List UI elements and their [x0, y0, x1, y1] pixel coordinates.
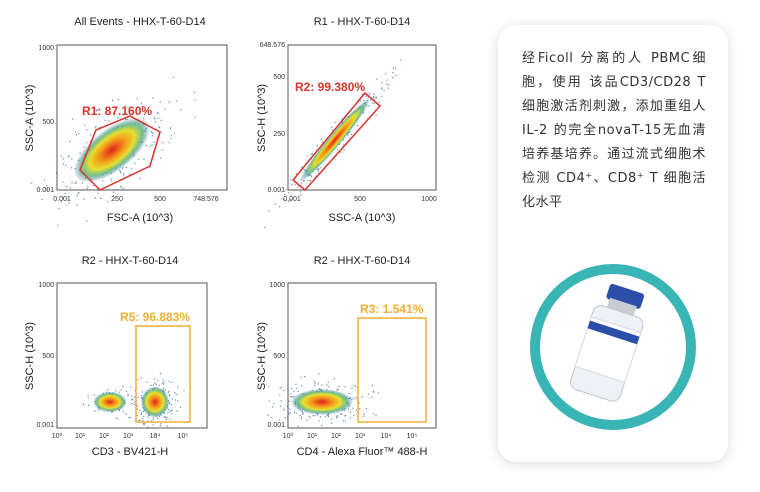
density-core	[93, 391, 127, 413]
vial-cap	[606, 283, 645, 309]
y-axis-label: SSC-H (10^3)	[256, 84, 268, 152]
y-tick-label: 500	[273, 74, 285, 81]
gate	[79, 115, 161, 191]
y-tick-label: 0.001	[267, 187, 285, 194]
x-axis-label: FSC-A (10^3)	[107, 212, 173, 224]
gate-label: R2: 99.380%	[295, 80, 365, 94]
y-tick-label: 250	[273, 131, 285, 138]
y-tick-label: 1000	[38, 45, 54, 52]
plot-title: All Events - HHX-T-60-D14	[74, 16, 205, 28]
x-tick-label: 10⁰	[283, 432, 294, 440]
gate-label: R1: 87.160%	[82, 104, 152, 118]
axes-frame	[56, 282, 208, 429]
y-tick-label: 0.001	[36, 422, 54, 429]
y-tick-label: 1000	[269, 282, 285, 289]
x-tick-label: 500	[154, 196, 166, 203]
density-core	[299, 98, 371, 182]
density-clouds	[31, 59, 402, 436]
density-core	[73, 117, 151, 183]
y-axis-label: SSC-A (10^3)	[24, 85, 36, 152]
axes-frame	[287, 44, 437, 191]
x-tick-label: 10⁰	[52, 432, 63, 440]
gate	[135, 325, 191, 423]
product-image	[530, 264, 696, 430]
plot-title: R2 - HHX-T-60-D14	[314, 255, 411, 267]
x-tick-label: 10²	[99, 433, 110, 440]
density-core	[290, 389, 354, 415]
description: 经Ficoll 分离的人 PBMC细胞，使用 该品CD3/CD28 T 细胞激活…	[522, 51, 706, 210]
x-tick-label: 0.001	[283, 196, 301, 203]
y-tick-label: 648.576	[260, 42, 285, 49]
x-axis-label: CD3 - BV421-H	[92, 446, 168, 458]
gate	[357, 317, 427, 423]
x-tick-label: 10³	[355, 433, 366, 440]
x-tick-label: 10¹	[307, 433, 318, 440]
x-tick-label: 500	[354, 196, 366, 203]
x-tick-label: 748.576	[193, 196, 218, 203]
event-dots	[31, 76, 196, 226]
x-tick-label: 10⁵	[178, 433, 189, 440]
y-tick-label: 500	[42, 353, 54, 360]
y-tick-label: 500	[42, 119, 54, 126]
x-axis-label: SSC-A (10^3)	[329, 212, 396, 224]
y-tick-label: 1000	[38, 282, 54, 289]
gate-label: R3: 1.541%	[360, 302, 424, 316]
vial-neck	[607, 297, 637, 316]
x-tick-label: 10²	[331, 433, 342, 440]
axes-frame	[56, 44, 228, 191]
x-tick-label: 10⁴	[381, 433, 392, 440]
x-tick-label: 10³	[123, 433, 134, 440]
density-core	[140, 386, 170, 418]
y-axis-label: SSC-H (10^3)	[24, 322, 36, 390]
y-axis-label: SSC-H (10^3)	[256, 322, 268, 390]
x-tick-label: 10⁴	[150, 433, 161, 440]
plot-title: R1 - HHX-T-60-D14	[314, 16, 411, 28]
y-tick-label: 500	[273, 353, 285, 360]
x-tick-label: 10¹	[75, 433, 86, 440]
figure: All Events - HHX-T-60-D14 1000 500 0.001…	[24, 16, 437, 458]
gate	[291, 91, 382, 192]
y-tick-label: 0.001	[36, 187, 54, 194]
x-axis-label: CD4 - Alexa Fluor™ 488-H	[297, 446, 428, 458]
y-tick-label: 0.001	[267, 422, 285, 429]
x-tick-label: 250	[111, 196, 123, 203]
x-tick-label: 0.001	[53, 196, 71, 203]
axes-frame	[287, 282, 437, 429]
plot-title: R2 - HHX-T-60-D14	[82, 255, 179, 267]
info-card: 经Ficoll 分离的人 PBMC细胞，使用 该品CD3/CD28 T 细胞激活…	[498, 25, 728, 462]
vial	[569, 283, 645, 402]
x-tick-label: 1000	[421, 196, 437, 203]
x-tick-label: 10⁵	[407, 433, 418, 440]
label-band	[587, 320, 640, 345]
gate-label: R5: 96.883%	[120, 310, 190, 324]
